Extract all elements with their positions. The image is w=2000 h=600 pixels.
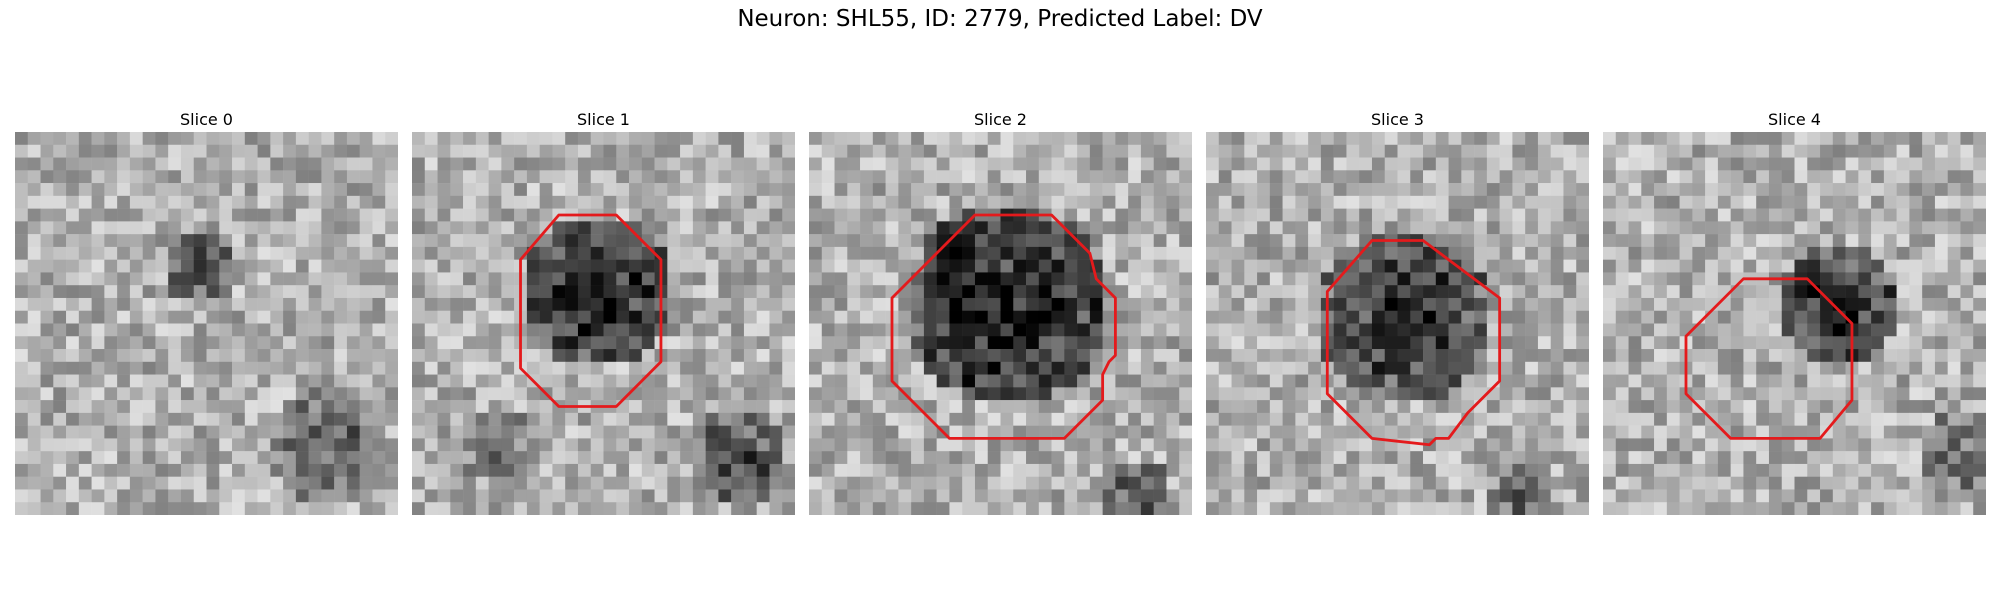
slice-image bbox=[15, 132, 398, 515]
figure-title: Neuron: SHL55, ID: 2779, Predicted Label… bbox=[737, 6, 1263, 32]
slice-image bbox=[809, 132, 1192, 515]
slice-panel-2: Slice 2 bbox=[809, 108, 1192, 515]
slice-panel-3: Slice 3 bbox=[1206, 108, 1589, 515]
slice-title: Slice 2 bbox=[974, 110, 1027, 129]
slice-panel-1: Slice 1 bbox=[412, 108, 795, 515]
slice-image bbox=[412, 132, 795, 515]
roi-contour bbox=[519, 213, 663, 408]
slice-panel-0: Slice 0 bbox=[15, 108, 398, 515]
slice-title: Slice 3 bbox=[1371, 110, 1424, 129]
slice-image bbox=[1603, 132, 1986, 515]
roi-contour bbox=[890, 213, 1117, 440]
roi-contour bbox=[1684, 277, 1854, 440]
slice-title: Slice 0 bbox=[180, 110, 233, 129]
slice-title: Slice 4 bbox=[1768, 110, 1821, 129]
slice-image bbox=[1206, 132, 1589, 515]
slice-title: Slice 1 bbox=[577, 110, 630, 129]
slice-panel-4: Slice 4 bbox=[1603, 108, 1986, 515]
roi-contour bbox=[1325, 239, 1502, 447]
